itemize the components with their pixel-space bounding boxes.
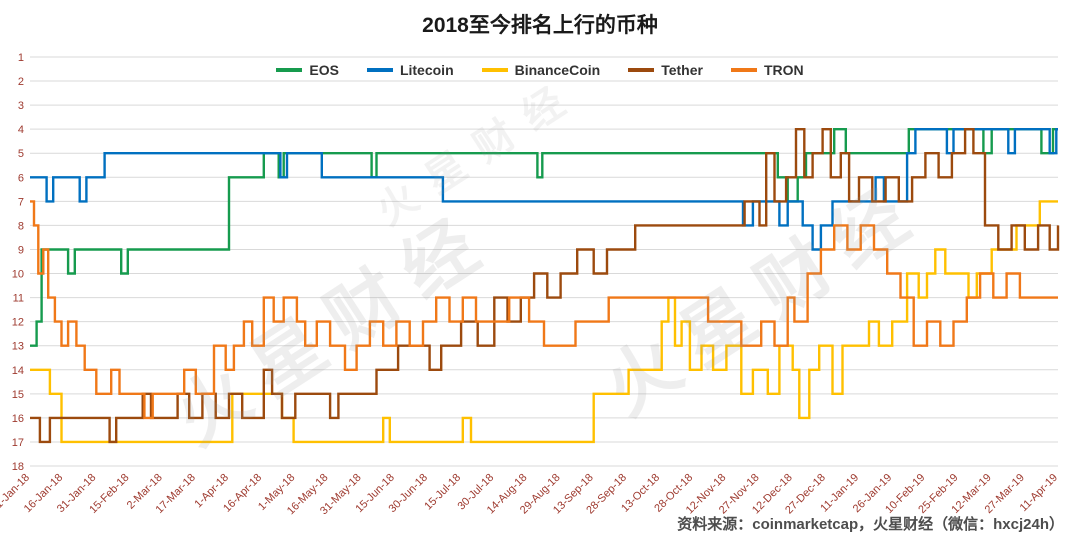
y-axis-tick-label: 7 (18, 196, 24, 208)
legend-swatch-tether (628, 68, 655, 72)
y-axis-tick-label: 1 (18, 52, 24, 64)
y-axis-tick-label: 16 (12, 413, 24, 425)
legend-item-eos: EOS (274, 61, 341, 79)
y-axis-tick-label: 5 (18, 148, 24, 160)
legend-label: TRON (763, 62, 804, 78)
legend-item-tron: TRON (728, 61, 806, 79)
y-axis-tick-label: 18 (12, 461, 24, 473)
y-axis-tick-label: 17 (12, 437, 24, 449)
legend-label: Litecoin (399, 62, 454, 78)
series-line-eos (30, 127, 1058, 347)
y-axis-tick-label: 14 (12, 365, 24, 377)
y-axis-tick-label: 4 (18, 124, 24, 136)
series-line-tether (30, 127, 1060, 444)
legend-label: Tether (661, 62, 703, 78)
y-axis-tick-label: 13 (12, 341, 24, 353)
legend-label: BinanceCoin (514, 62, 601, 78)
legend-item-litecoin: Litecoin (364, 61, 456, 79)
legend-swatch-tron (730, 68, 757, 72)
legend-label: EOS (309, 62, 339, 78)
y-axis-tick-label: 11 (13, 293, 24, 305)
legend-item-tether: Tether (626, 61, 705, 79)
series-line-litecoin (30, 127, 1058, 251)
y-axis-tick-label: 9 (18, 244, 24, 256)
y-axis-tick-label: 8 (18, 220, 24, 232)
series-line-binancecoin (30, 200, 1058, 444)
y-axis-tick-label: 6 (18, 172, 24, 184)
series-line-tron (30, 200, 1058, 420)
y-axis-tick-label: 12 (12, 317, 24, 329)
legend-swatch-eos (276, 68, 303, 72)
legend: EOS Litecoin BinanceCoin Tether TRON (0, 61, 1080, 79)
y-axis-tick-label: 3 (18, 100, 24, 112)
source-note: 资料来源：coinmarketcap，火星财经（微信：hxcj24h） (677, 516, 1064, 533)
legend-swatch-litecoin (366, 68, 393, 72)
y-axis-tick-label: 15 (12, 389, 24, 401)
legend-item-binancecoin: BinanceCoin (479, 61, 603, 79)
chart-title: 2018至今排名上行的币种 (422, 14, 658, 37)
y-axis-tick-label: 10 (12, 269, 24, 281)
legend-swatch-binancecoin (481, 68, 508, 72)
y-axis-tick-label: 2 (18, 76, 24, 88)
